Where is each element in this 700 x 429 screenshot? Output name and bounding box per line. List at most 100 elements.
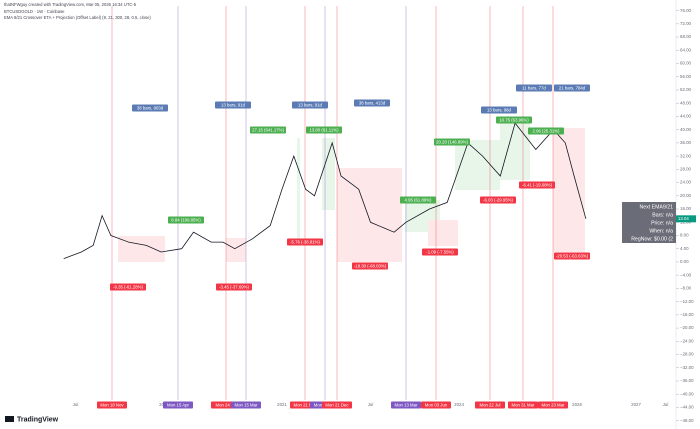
marker-label: Mon 15 Mar <box>235 402 258 407</box>
zone <box>118 236 165 262</box>
y-tick-label: −36.00 <box>680 378 694 383</box>
span-label: 11 bars, 77d <box>522 85 546 90</box>
zone <box>428 220 458 246</box>
y-tick-label: −40.00 <box>680 391 694 396</box>
gain-box <box>250 126 286 134</box>
zone <box>297 138 300 245</box>
marker-label: Mon 13 Mar <box>395 402 418 407</box>
symbol: BTCUSDGOLD · 1W · Coinbase <box>4 9 65 14</box>
y-tick-label: 56.00 <box>680 74 692 79</box>
gain-label: 20.20 (146.89%) <box>436 139 468 144</box>
losse-label: -6.41 (-19.08%) <box>522 182 552 187</box>
span-label: 13 bars, 91d <box>298 102 322 107</box>
x-tick-label: Jul <box>368 402 374 407</box>
gain-label: 13.80 (61.11%) <box>309 127 339 132</box>
gain-box <box>400 196 436 204</box>
losse-box <box>287 238 323 246</box>
gain-box <box>528 127 564 135</box>
x-tick-label: 2026 <box>572 402 582 407</box>
span-label: 13 bars, 91d <box>221 102 245 107</box>
losse-label: -20.53 (-63.63%) <box>556 253 589 258</box>
losse-box <box>352 262 388 270</box>
zone <box>322 138 335 210</box>
y-tick-label: −12.00 <box>680 299 694 304</box>
y-tick-label: 64.00 <box>680 47 692 52</box>
span-label: 21 bars, 784d <box>559 85 586 90</box>
gain-label: 8.84 (199.85%) <box>171 217 201 222</box>
losse-box <box>519 181 555 189</box>
span-box <box>554 84 590 92</box>
y-tick-label: 32.00 <box>680 153 692 158</box>
losse-label: -1.09 (-7.55%) <box>426 249 454 254</box>
losse-box <box>554 252 590 260</box>
y-tick-label: −20.00 <box>680 325 694 330</box>
marker-tag <box>97 401 127 409</box>
y-tick-label: −44.00 <box>680 405 694 410</box>
span-label: 38 bars, 903d <box>137 105 164 110</box>
gain-label: 4.95 (61.89%) <box>405 197 433 202</box>
last-price-tag <box>676 215 696 223</box>
y-tick-label: 28.00 <box>680 167 692 172</box>
span-box <box>132 104 168 112</box>
y-tick-label: 8.00 <box>680 233 689 238</box>
gain-box <box>306 126 342 134</box>
losse-label: -9.35 (-61.28%) <box>113 284 143 289</box>
losse-box <box>110 283 146 291</box>
panel-line: Bars: n/a <box>652 212 673 218</box>
zone <box>226 238 246 262</box>
gain-box <box>496 116 532 124</box>
span-box <box>354 99 390 107</box>
y-tick-label: 24.00 <box>680 180 692 185</box>
panel-line: Price: n/a <box>651 220 673 226</box>
y-tick-label: −24.00 <box>680 338 694 343</box>
y-tick-label: −4.00 <box>680 272 692 277</box>
y-tick-label: 52.00 <box>680 87 692 92</box>
panel-line: RegNow: $0.00 (2 <box>631 236 673 242</box>
y-tick-label: 16.00 <box>680 206 692 211</box>
credit: thatNFWguy created with TradingView.com,… <box>4 2 137 7</box>
panel-line: When: n/a <box>649 228 673 234</box>
y-tick-label: 36.00 <box>680 140 692 145</box>
span-label: 38 bars, 413d <box>359 100 386 105</box>
losse-label: -5.76 (-38.81%) <box>290 239 320 244</box>
plot-base <box>111 6 585 400</box>
gain-box <box>168 216 204 224</box>
marker-tag <box>538 401 568 409</box>
y-tick-label: −16.00 <box>680 312 694 317</box>
logo-icon <box>5 416 14 422</box>
marker-label: Mon 31 Mar <box>512 402 535 407</box>
y-tick-label: 44.00 <box>680 114 692 119</box>
y-tick-label: 0.00 <box>680 259 689 264</box>
span-label: 13 bars, 98d <box>487 107 511 112</box>
gain-label: 10.75 (63.96%) <box>499 117 529 122</box>
y-tick-label: 68.00 <box>680 34 692 39</box>
marker-label: Mon 15 Apr <box>167 402 190 407</box>
span-box <box>516 84 552 92</box>
marker-tag <box>231 401 261 409</box>
logo-text: TradingView <box>17 416 59 423</box>
x-tick-label: Jul <box>663 402 669 407</box>
marker-label: Mon 21 Dec <box>325 402 349 407</box>
y-tick-label: −48.00 <box>680 418 694 423</box>
marker-tag <box>421 401 451 409</box>
logo: TradingView <box>5 416 59 423</box>
zone <box>455 140 500 190</box>
x-tick-label: 2027 <box>631 402 641 407</box>
zone <box>337 168 402 262</box>
losse-label: -3.45 (-37.69%) <box>219 284 249 289</box>
panel-line: Next EMA9/21 <box>640 204 674 210</box>
marker-tag <box>508 401 538 409</box>
y-tick-label: 60.00 <box>680 61 692 66</box>
x-tick-label: 2024 <box>454 402 464 407</box>
y-tick-label: 76.00 <box>680 8 692 13</box>
x-tick-label: Jul <box>73 402 79 407</box>
y-tick-label: 20.00 <box>680 193 692 198</box>
last-price-label: 13.04 <box>678 216 689 221</box>
indicator: EMA 9/21 Crossover ETA + Projection (Off… <box>4 15 151 20</box>
gain-label: 2.96 (25.31%) <box>533 128 561 133</box>
y-tick-label: −28.00 <box>680 352 694 357</box>
marker-label: Mon 24 Jul <box>215 402 236 407</box>
marker-label: Mon 21 Mar <box>294 402 317 407</box>
marker-tag <box>475 401 505 409</box>
